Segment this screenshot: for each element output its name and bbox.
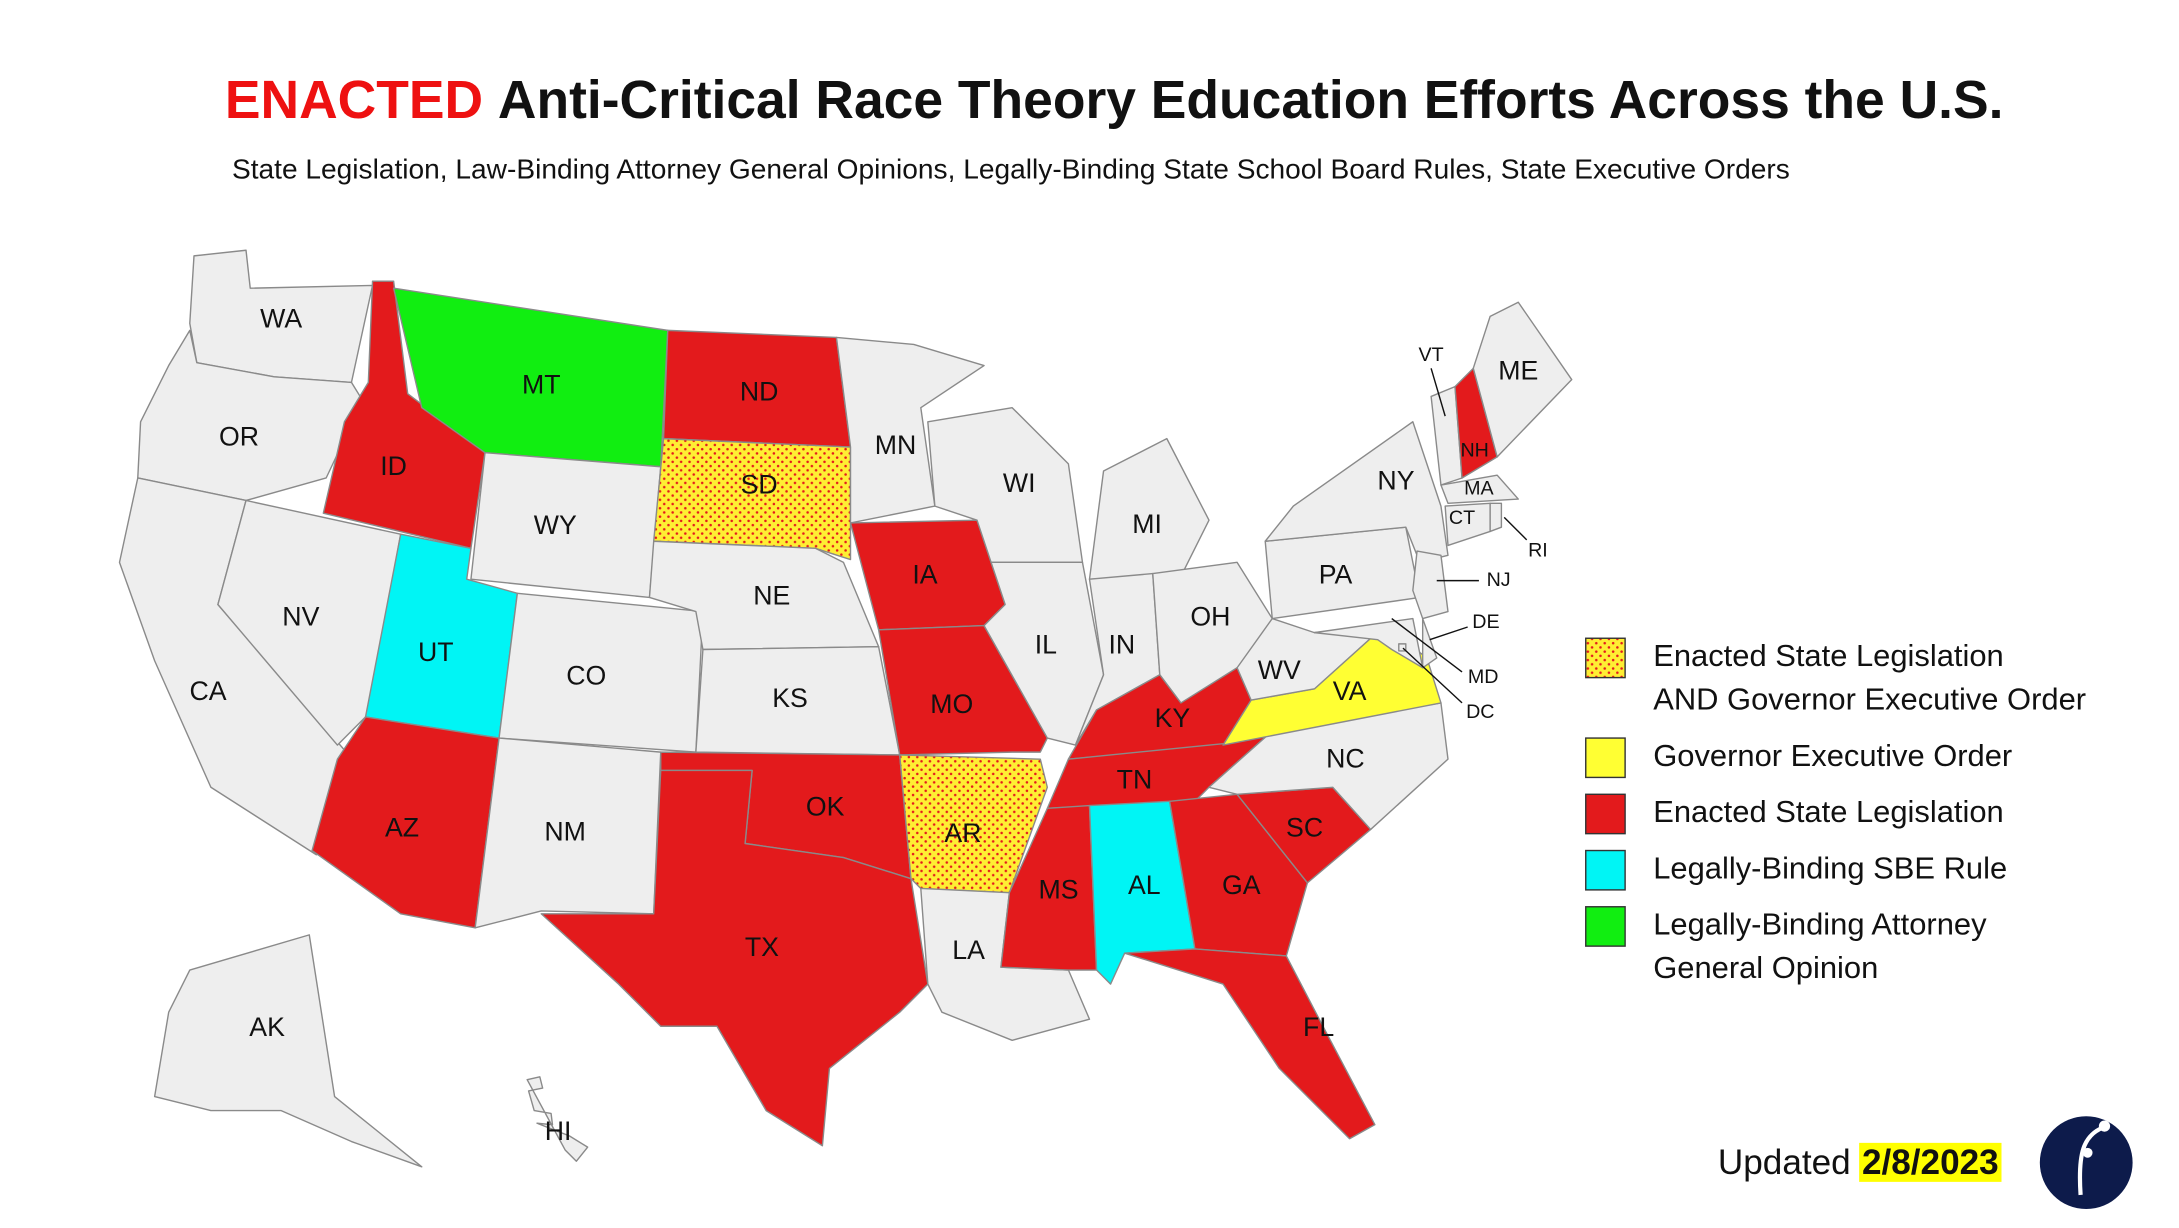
legend: Enacted State Legislation AND Governor Ex… bbox=[1585, 637, 2086, 985]
legend-swatch bbox=[1585, 849, 1626, 891]
legend-label: Enacted State Legislation bbox=[1653, 794, 2004, 829]
state-label: CA bbox=[190, 676, 227, 706]
state-label: MN bbox=[875, 430, 917, 460]
state-label: NM bbox=[544, 817, 586, 847]
leader-line bbox=[1429, 626, 1468, 641]
legend-label: Legally-Binding Attorney bbox=[1653, 907, 1987, 942]
state-label: DE bbox=[1472, 611, 1499, 633]
state-label: OH bbox=[1190, 602, 1230, 632]
state-label: OR bbox=[219, 422, 259, 452]
legend-label: AND Governor Executive Order bbox=[1653, 682, 2086, 717]
state-label: GA bbox=[1222, 870, 1261, 900]
state-label: ND bbox=[740, 377, 779, 407]
state bbox=[474, 737, 662, 929]
state-label: IN bbox=[1108, 630, 1135, 660]
state-label: NJ bbox=[1487, 569, 1511, 591]
title: ENACTED Anti-Critical Race Theory Educat… bbox=[225, 71, 2004, 130]
state-label: SC bbox=[1286, 813, 1323, 843]
state bbox=[1412, 550, 1449, 620]
leader-line bbox=[1402, 647, 1463, 704]
state-label: RI bbox=[1528, 539, 1548, 561]
updated-date: 2/8/2023 bbox=[1862, 1143, 1999, 1182]
state bbox=[1088, 437, 1210, 580]
state-label: LA bbox=[952, 935, 985, 965]
legend-label: General Opinion bbox=[1653, 950, 1878, 985]
state-label: AR bbox=[944, 818, 981, 848]
state-label: SD bbox=[741, 469, 778, 499]
legend-label: Legally-Binding SBE Rule bbox=[1653, 850, 2007, 885]
state bbox=[540, 769, 929, 1147]
states: WA OR CA NV ID MT WY UT CO AZ NM ND SD NE KS OK TX MN IA MO… bbox=[118, 249, 1573, 1168]
subtitle: State Legislation, Law-Binding Attorney … bbox=[232, 154, 1790, 185]
state bbox=[1421, 617, 1438, 669]
state-label: ID bbox=[380, 451, 407, 481]
state-label: IA bbox=[912, 559, 937, 589]
state bbox=[983, 561, 1105, 746]
state-label: PA bbox=[1319, 559, 1353, 589]
state-label: AK bbox=[249, 1012, 285, 1042]
state bbox=[1168, 793, 1309, 957]
state-label: DC bbox=[1466, 701, 1494, 723]
title-rest: Anti-Critical Race Theory Education Effo… bbox=[498, 71, 2004, 130]
state bbox=[652, 437, 852, 561]
title-highlight: ENACTED bbox=[225, 71, 483, 130]
state-label: AL bbox=[1128, 870, 1161, 900]
logo bbox=[2039, 1116, 2133, 1210]
state-label: WV bbox=[1258, 655, 1301, 685]
state-label: VT bbox=[1419, 344, 1444, 366]
state-label: WI bbox=[1003, 468, 1036, 498]
state-label: NY bbox=[1377, 465, 1414, 495]
state-label: HI bbox=[545, 1116, 572, 1146]
legend-swatch bbox=[1585, 737, 1626, 779]
state-label: MD bbox=[1468, 666, 1499, 688]
state-label: NH bbox=[1460, 439, 1488, 461]
state-label: ME bbox=[1498, 356, 1538, 386]
state bbox=[153, 934, 423, 1168]
state-label: CO bbox=[566, 661, 606, 691]
state bbox=[1489, 502, 1503, 533]
state bbox=[1123, 948, 1376, 1140]
state bbox=[137, 329, 364, 502]
state-label: WY bbox=[534, 510, 577, 540]
state-label: MO bbox=[930, 689, 973, 719]
state bbox=[835, 336, 985, 524]
state-label: TX bbox=[745, 932, 779, 962]
state-label: WA bbox=[260, 304, 302, 334]
state-label: MS bbox=[1039, 874, 1079, 904]
leader-line bbox=[1391, 618, 1463, 673]
state-label: KS bbox=[772, 683, 808, 713]
state-label: KY bbox=[1155, 703, 1191, 733]
state-label: VA bbox=[1333, 676, 1367, 706]
state-label: NV bbox=[282, 602, 319, 632]
state-label: MA bbox=[1464, 477, 1494, 499]
state-label: TN bbox=[1117, 765, 1153, 795]
state-label: NE bbox=[753, 581, 790, 611]
state bbox=[1313, 617, 1424, 669]
state bbox=[217, 499, 402, 746]
state bbox=[1440, 474, 1519, 504]
state-label: OK bbox=[806, 791, 845, 821]
state-label: NC bbox=[1326, 744, 1365, 774]
legend-label: Enacted State Legislation bbox=[1653, 638, 2004, 673]
legend-swatch bbox=[1585, 906, 1626, 947]
legend-swatch bbox=[1585, 793, 1626, 835]
legend-label: Governor Executive Order bbox=[1653, 738, 2012, 773]
state-label: CT bbox=[1449, 507, 1475, 529]
state bbox=[526, 1076, 589, 1162]
state-label: IL bbox=[1035, 630, 1057, 660]
state-label: FL bbox=[1303, 1012, 1334, 1042]
updated-label: Updated bbox=[1718, 1143, 1851, 1182]
state-label: MT bbox=[522, 370, 561, 400]
state bbox=[1472, 301, 1573, 458]
state-label: AZ bbox=[385, 813, 419, 843]
leader-line bbox=[1503, 516, 1528, 541]
legend-swatch bbox=[1585, 637, 1626, 679]
leader-line bbox=[1430, 368, 1446, 417]
state-label: MI bbox=[1132, 509, 1162, 539]
state-label: UT bbox=[418, 637, 454, 667]
date-highlight bbox=[1859, 1142, 2002, 1182]
